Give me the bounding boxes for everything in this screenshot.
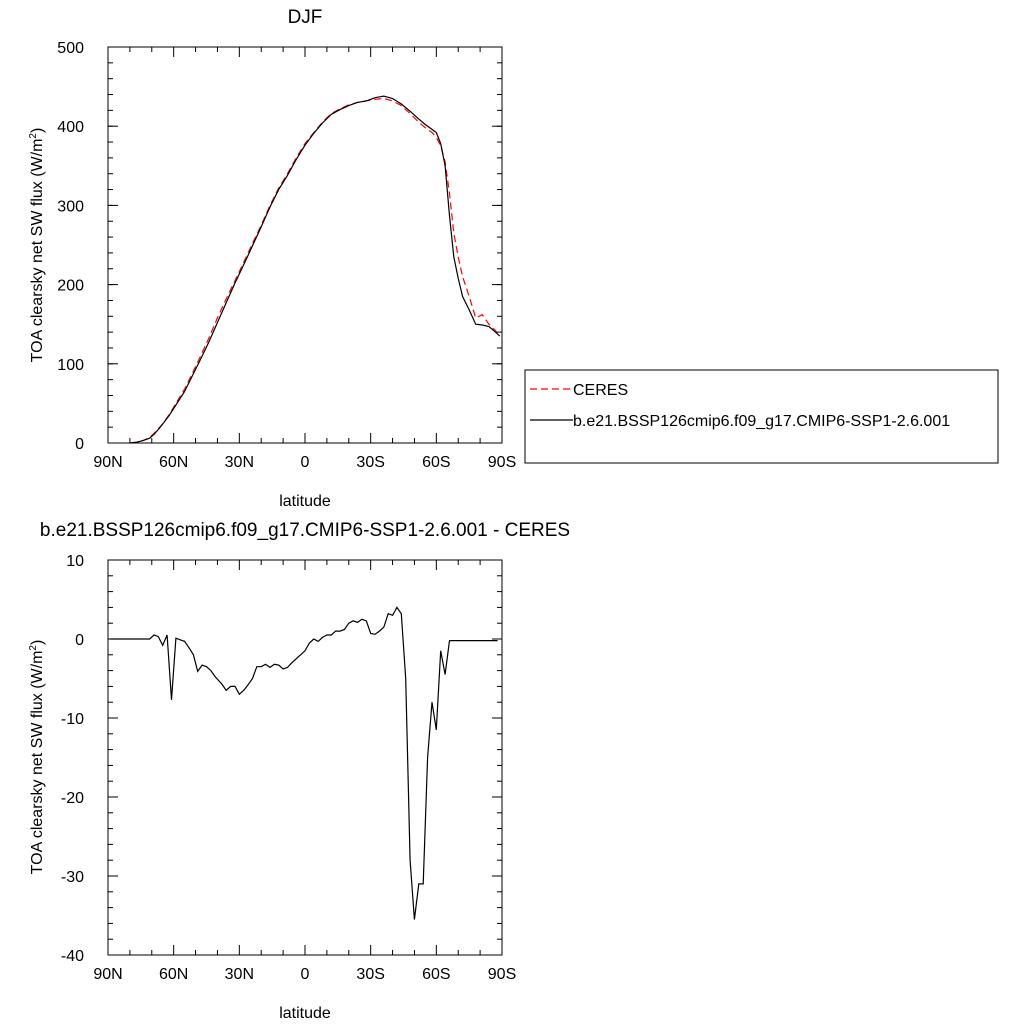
panel-title: b.e21.BSSP126cmip6.f09_g17.CMIP6-SSP1-2.…	[40, 520, 570, 541]
x-tick-label: 0	[301, 454, 310, 471]
y-tick-label: -40	[61, 948, 84, 965]
y-axis-label: TOA clearsky net SW flux (W/m2)	[28, 640, 46, 875]
axis-ticks: 90N 60N 30N 0 30S 60S 90S 0 100 200 300 400 500	[57, 40, 516, 471]
series-line-model	[129, 95, 501, 444]
y-tick-label: 100	[57, 357, 84, 374]
y-tick-label: 0	[75, 632, 84, 649]
svg-text:TOA clearsky net SW flux (W/m2: TOA clearsky net SW flux (W/m2)	[28, 128, 46, 363]
x-tick-label: 30S	[356, 966, 384, 983]
x-tick-label: 60S	[422, 966, 450, 983]
legend: CERES b.e21.BSSP126cmip6.f09_g17.CMIP6-S…	[524, 369, 999, 464]
plot-frame	[107, 46, 503, 444]
x-tick-label: 60N	[159, 454, 188, 471]
x-tick-label: 60N	[159, 966, 188, 983]
y-tick-label: -20	[61, 790, 84, 807]
x-tick-label: 90S	[488, 966, 516, 983]
y-tick-label: 200	[57, 278, 84, 295]
y-axis-label: TOA clearsky net SW flux (W/m2)	[28, 128, 46, 363]
legend-label-ceres: CERES	[573, 382, 628, 399]
panel-difference: b.e21.BSSP126cmip6.f09_g17.CMIP6-SSP1-2.…	[28, 520, 570, 1022]
y-tick-label: 500	[57, 40, 84, 57]
x-tick-label: 60S	[422, 454, 450, 471]
y-tick-label: 0	[75, 436, 84, 453]
series-layer	[110, 606, 498, 920]
x-tick-label: 30S	[356, 454, 384, 471]
y-tick-label: -30	[61, 869, 84, 886]
series-line-ceres	[129, 97, 501, 444]
series-layer	[129, 95, 501, 444]
x-tick-label: 90N	[93, 454, 122, 471]
panel-title: DJF	[288, 7, 323, 28]
series-line-difference	[110, 606, 498, 920]
x-tick-label: 0	[301, 966, 310, 983]
plot-frame	[107, 559, 503, 956]
panel-mean-flux: DJF TOA clearsky net SW flux (W/m2) lati…	[28, 7, 999, 510]
x-tick-label: 90S	[488, 454, 516, 471]
x-axis-label: latitude	[279, 1005, 331, 1022]
y-tick-label: -10	[61, 711, 84, 728]
x-tick-label: 90N	[93, 966, 122, 983]
x-tick-label: 30N	[225, 966, 254, 983]
y-tick-label: 10	[66, 553, 84, 570]
legend-box	[524, 369, 999, 464]
y-tick-label: 300	[57, 198, 84, 215]
svg-text:TOA clearsky net SW flux (W/m2: TOA clearsky net SW flux (W/m2)	[28, 640, 46, 875]
y-tick-label: 400	[57, 119, 84, 136]
x-tick-label: 30N	[225, 454, 254, 471]
axis-ticks: 90N 60N 30N 0 30S 60S 90S -40 -30 -20 -10 0 10	[61, 553, 516, 983]
x-axis-label: latitude	[279, 493, 331, 510]
legend-label-model: b.e21.BSSP126cmip6.f09_g17.CMIP6-SSP1-2.…	[573, 413, 950, 430]
